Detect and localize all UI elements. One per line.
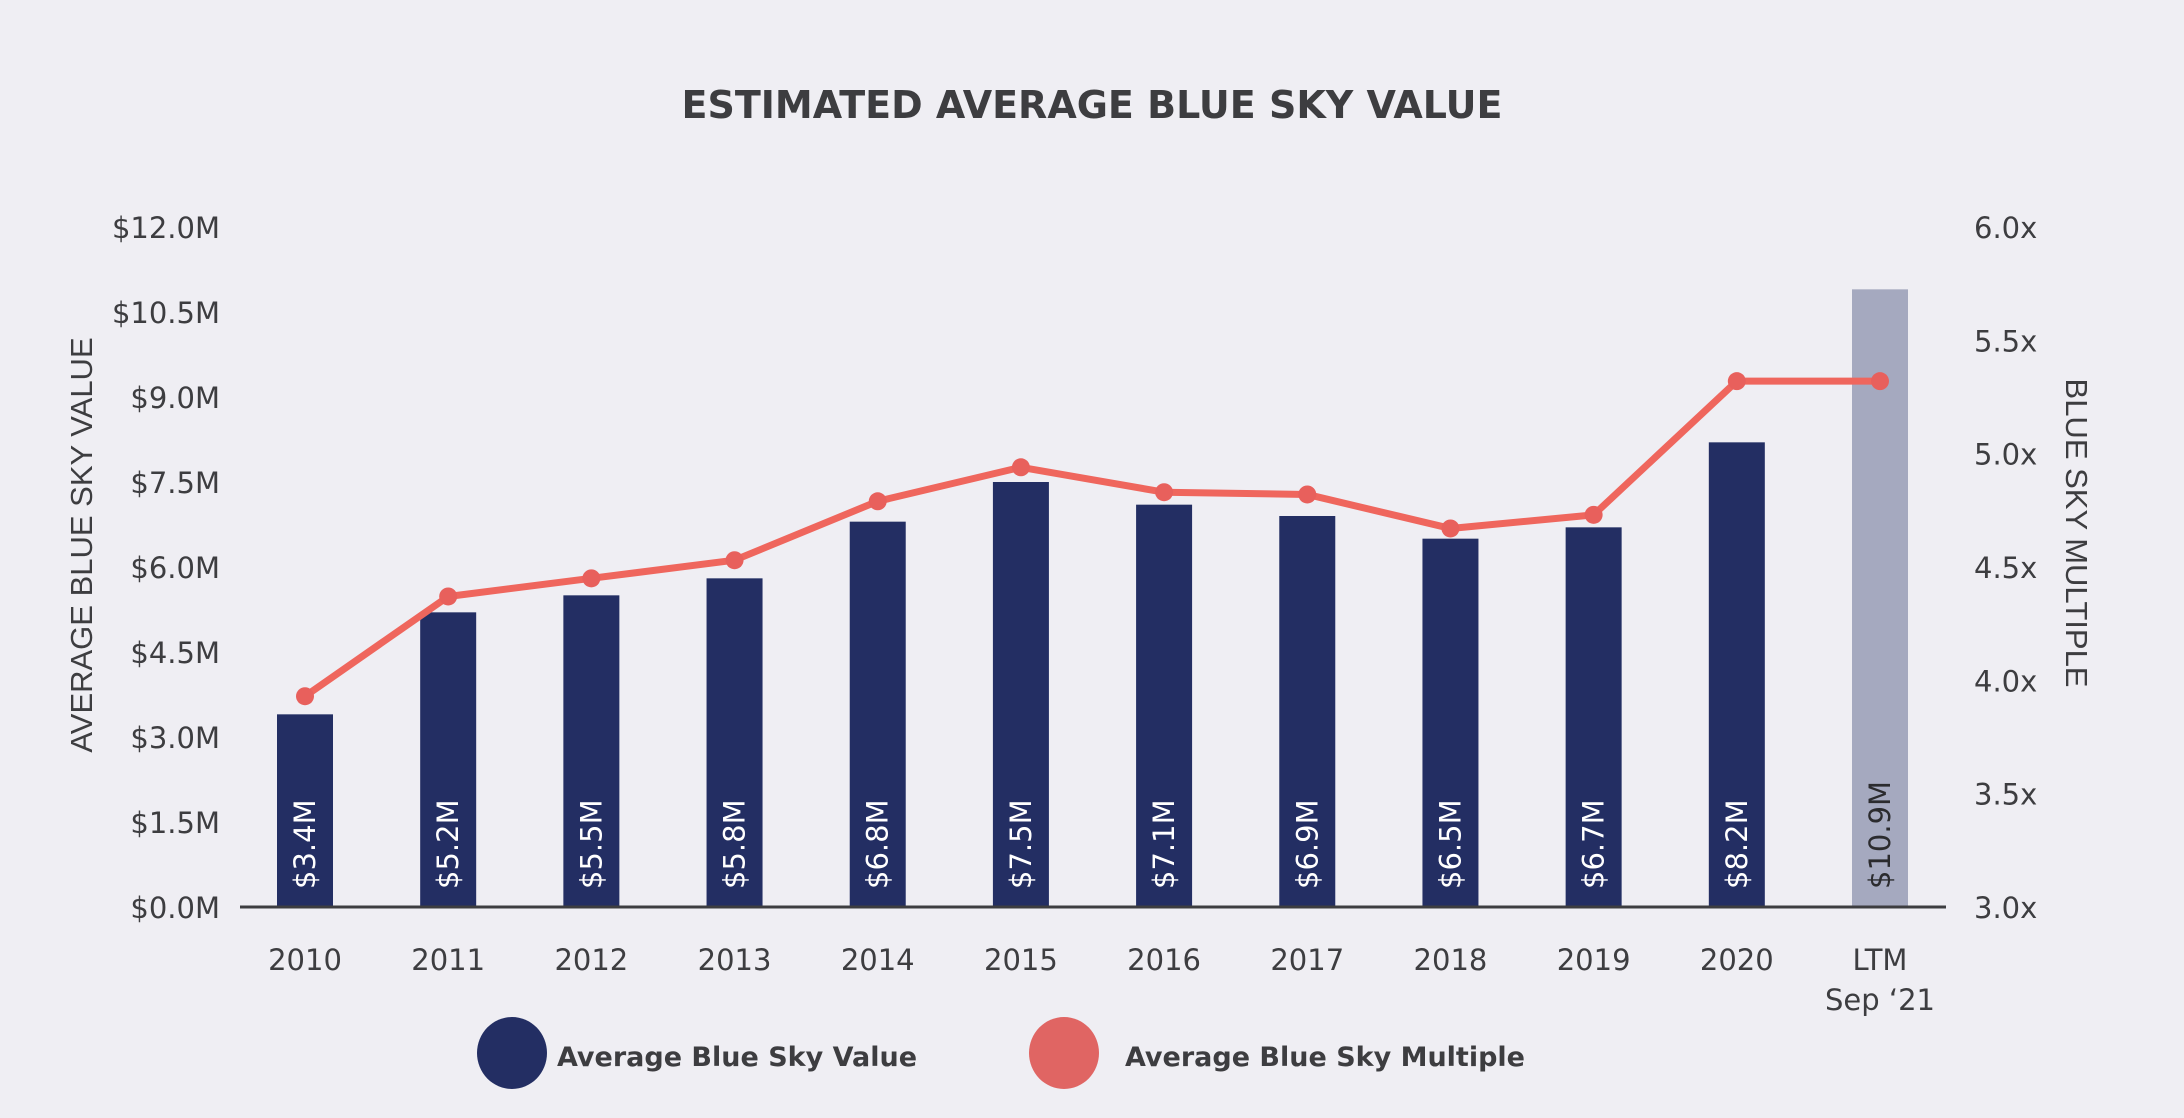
- legend-item-value: Average Blue Sky Value: [477, 1017, 917, 1089]
- left-tick-label: $10.5M: [112, 296, 220, 330]
- x-category-label: Sep ‘21: [1825, 983, 1935, 1017]
- bar: [1279, 516, 1336, 907]
- bar-value-label: $5.2M: [431, 799, 465, 889]
- right-tick-label: 5.5x: [1974, 324, 2037, 358]
- left-tick-label: $6.0M: [130, 551, 220, 585]
- legend-item-multiple: Average Blue Sky Multiple: [1029, 1017, 1525, 1089]
- left-tick-label: $0.0M: [130, 891, 220, 925]
- x-category-label: LTM: [1853, 943, 1908, 977]
- bar-value-label: $5.8M: [718, 799, 752, 889]
- line-point: [1011, 458, 1030, 477]
- right-tick-label: 6.0x: [1974, 211, 2037, 245]
- bar-value-label: $3.4M: [288, 799, 322, 889]
- bar-value-label: $7.1M: [1147, 799, 1181, 889]
- x-category-label: 2012: [554, 943, 628, 977]
- line-point: [582, 569, 601, 588]
- line-point: [1584, 505, 1603, 524]
- bar-value-label: $5.5M: [574, 799, 608, 889]
- bar: [420, 612, 477, 907]
- line-point: [868, 492, 887, 511]
- bar: [277, 714, 333, 907]
- bar: [1136, 504, 1193, 907]
- left-axis-ticks: $0.0M $1.5M $3.0M $4.5M $6.0M $7.5M $9.0M $10.5…: [112, 211, 220, 925]
- legend: Average Blue Sky Value Average Blue Sky …: [477, 1017, 1525, 1089]
- right-axis-title: BLUE SKY MULTIPLE: [2059, 379, 2094, 688]
- line-point: [1298, 485, 1317, 504]
- bar: [1565, 527, 1622, 907]
- line-point: [1155, 483, 1174, 502]
- left-axis-title: AVERAGE BLUE SKY VALUE: [64, 337, 99, 752]
- legend-swatch-value: [477, 1017, 547, 1089]
- left-tick-label: $4.5M: [130, 636, 220, 670]
- left-tick-label: $7.5M: [130, 466, 220, 500]
- x-category-label: 2015: [984, 943, 1058, 977]
- right-tick-label: 3.5x: [1974, 778, 2037, 812]
- legend-label-value: Average Blue Sky Value: [557, 1042, 917, 1073]
- bar: [992, 482, 1049, 907]
- bar: [1708, 442, 1765, 907]
- bar-value-label: $6.5M: [1433, 799, 1467, 889]
- line-point: [725, 551, 744, 570]
- bar: [706, 578, 763, 907]
- multiple-line: [302, 377, 1880, 700]
- line-point: [1441, 519, 1460, 538]
- line-point: [1727, 372, 1746, 391]
- bar-series: $3.4M $5.2M $5.5M $5.8M $6.8M $7.5M $7.1M $6.9M…: [277, 289, 1908, 907]
- right-tick-label: 4.5x: [1974, 551, 2037, 585]
- line-point: [1871, 372, 1889, 391]
- x-category-label: 2020: [1700, 943, 1774, 977]
- bar-value-label: $8.2M: [1720, 799, 1754, 889]
- left-tick-label: $12.0M: [112, 211, 220, 245]
- right-tick-label: 5.0x: [1974, 438, 2037, 472]
- x-category-label: 2011: [411, 943, 485, 977]
- line-point: [296, 687, 314, 706]
- x-category-label: 2014: [841, 943, 915, 977]
- left-tick-label: $3.0M: [130, 721, 220, 755]
- x-category-label: 2019: [1557, 943, 1631, 977]
- x-category-label: 2018: [1414, 943, 1488, 977]
- bar-value-label: $10.9M: [1863, 781, 1897, 889]
- x-axis-categories: 2010 2011 2012 2013 2014 2015 2016 2017 2018 2019…: [268, 943, 1935, 1017]
- right-tick-label: 4.0x: [1974, 664, 2037, 698]
- bar-value-label: $6.7M: [1577, 799, 1611, 889]
- left-tick-label: $1.5M: [130, 806, 220, 840]
- left-tick-label: $9.0M: [130, 381, 220, 415]
- bar-value-label: $7.5M: [1004, 799, 1038, 889]
- bar: [1852, 289, 1908, 907]
- chart-title: ESTIMATED AVERAGE BLUE SKY VALUE: [682, 83, 1503, 127]
- bar: [563, 595, 620, 907]
- line-point: [439, 587, 458, 606]
- x-category-label: 2010: [268, 943, 342, 977]
- right-tick-label: 3.0x: [1974, 891, 2037, 925]
- right-axis-ticks: 3.0x 3.5x 4.0x 4.5x 5.0x 5.5x 6.0x: [1974, 211, 2037, 925]
- legend-label-multiple: Average Blue Sky Multiple: [1125, 1042, 1525, 1073]
- bar: [849, 521, 906, 907]
- bar-value-label: $6.8M: [861, 799, 895, 889]
- x-category-label: 2013: [698, 943, 772, 977]
- x-category-label: 2016: [1127, 943, 1201, 977]
- line-series: [296, 372, 1889, 706]
- x-category-label: 2017: [1270, 943, 1344, 977]
- bar: [1422, 538, 1479, 907]
- legend-swatch-multiple: [1029, 1017, 1099, 1089]
- bar-value-label: $6.9M: [1290, 799, 1324, 889]
